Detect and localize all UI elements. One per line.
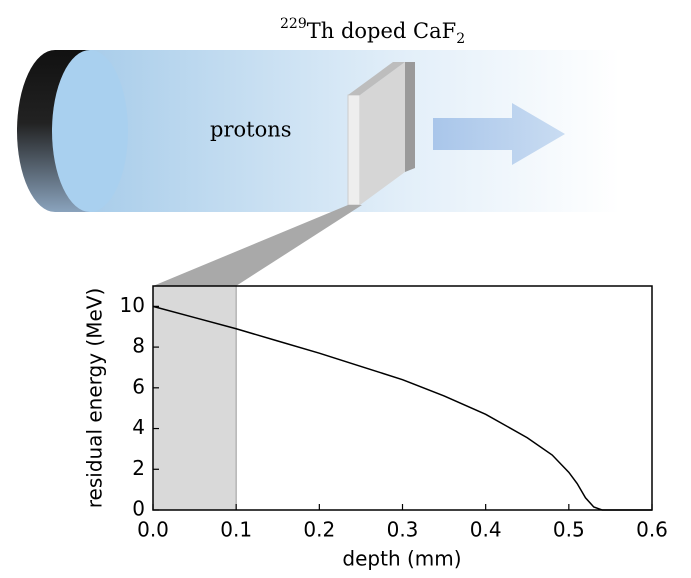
sample-label-sub: 2 [456, 31, 465, 47]
x-axis-label: depth (mm) [342, 547, 461, 571]
beam-arrow [433, 103, 565, 165]
zoom-wedge [153, 205, 362, 286]
x-tick-label: 0.3 [387, 518, 419, 542]
x-tick-label: 0.6 [636, 518, 668, 542]
sample-label-text: Th doped CaF [307, 19, 456, 43]
slab-face [360, 62, 405, 205]
beam-label: protons [210, 118, 292, 142]
highlight-band [152, 285, 237, 511]
y-tick-label: 6 [132, 374, 145, 398]
slab-edge [347, 94, 361, 206]
chart: depth (mm) residual energy (MeV) 0.0 0.1 0… [83, 285, 668, 571]
plot-frame [152, 285, 653, 511]
sample-label-sup: 229 [280, 16, 307, 32]
x-tick-label: 0.4 [470, 518, 502, 542]
y-tick-label: 4 [132, 415, 145, 439]
x-tick-label: 0.2 [303, 518, 335, 542]
y-tick-label: 0 [132, 497, 145, 521]
slab-top [348, 62, 405, 95]
x-tick-label: 0.5 [553, 518, 585, 542]
y-axis-label: residual energy (MeV) [83, 288, 107, 509]
sample-label: 229Th doped CaF2 [280, 16, 465, 47]
x-tick-label: 0.1 [220, 518, 252, 542]
y-tick-label: 10 [120, 293, 145, 317]
slab-side [405, 62, 415, 172]
y-tick-label: 8 [132, 334, 145, 358]
cylinder-face [52, 50, 128, 212]
x-tick-label: 0.0 [137, 518, 169, 542]
data-line [152, 305, 652, 511]
diagram: protons 229Th doped CaF2 [17, 16, 620, 286]
y-tick-label: 2 [132, 456, 145, 480]
